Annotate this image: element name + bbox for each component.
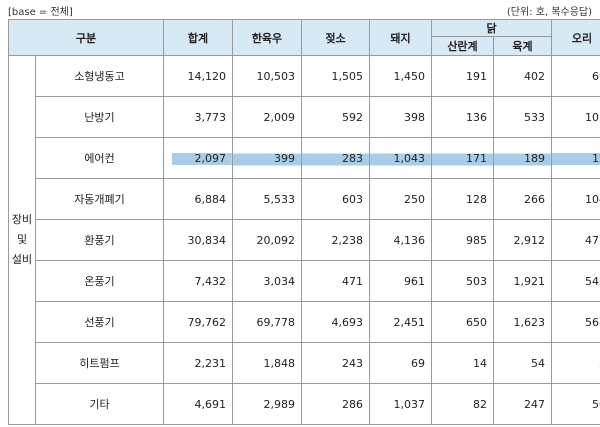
group-label-line: 및: [16, 233, 28, 246]
table-cell: 69: [551, 55, 600, 97]
table-cell: 961: [369, 260, 432, 302]
table-cell: 2,451: [369, 301, 432, 343]
table-cell: 105: [551, 96, 600, 138]
table-cell: 20,092: [232, 219, 302, 261]
header-category: 구분: [8, 19, 164, 56]
row-label: 히트펌프: [35, 342, 164, 384]
table-cell: 4,691: [163, 383, 233, 425]
table-cell: 189: [493, 137, 552, 179]
table-cell: 985: [431, 219, 494, 261]
header-hanwoo: 한육우: [232, 19, 302, 56]
table-cell: 14,120: [163, 55, 233, 97]
table-cell: 4,693: [301, 301, 370, 343]
base-label: [base = 전체]: [8, 7, 73, 18]
table-cell: 3,034: [232, 260, 302, 302]
table-cell: 50: [551, 383, 600, 425]
table-cell: 171: [431, 137, 494, 179]
table-cell: 10,503: [232, 55, 302, 97]
header-total: 합계: [163, 19, 233, 56]
table-cell: 266: [493, 178, 552, 220]
table-cell: 603: [301, 178, 370, 220]
table-cell: 191: [431, 55, 494, 97]
unit-label: (단위: 호, 복수응답): [506, 7, 592, 18]
group-label-line: 장비: [11, 213, 33, 226]
table-cell: 5,533: [232, 178, 302, 220]
header-duck: 오리: [551, 19, 600, 56]
table-cell: 2,912: [493, 219, 552, 261]
table-cell: 283: [301, 137, 370, 179]
table-cell: 69,778: [232, 301, 302, 343]
table-cell: 243: [301, 342, 370, 384]
table-cell: 69: [369, 342, 432, 384]
row-label: 온풍기: [35, 260, 164, 302]
table-cell: 1,848: [232, 342, 302, 384]
row-label: 소형냉동고: [35, 55, 164, 97]
table-cell: 2,097: [163, 137, 233, 179]
table-cell: 1,623: [493, 301, 552, 343]
row-label: 자동개폐기: [35, 178, 164, 220]
table-cell: 567: [551, 301, 600, 343]
table-cell: 2,989: [232, 383, 302, 425]
row-label: 에어컨: [35, 137, 164, 179]
table-cell: 3: [551, 342, 600, 384]
table-cell: 250: [369, 178, 432, 220]
row-label: 기타: [35, 383, 164, 425]
row-label: 난방기: [35, 96, 164, 138]
row-label: 환풍기: [35, 219, 164, 261]
table-cell: 14: [431, 342, 494, 384]
table-body: 장비및설비소형냉동고14,12010,5031,5051,45019140269…: [8, 55, 600, 425]
table-cell: 533: [493, 96, 552, 138]
table-cell: 286: [301, 383, 370, 425]
table-cell: 2,238: [301, 219, 370, 261]
table-cell: 2,009: [232, 96, 302, 138]
table-cell: 1,037: [369, 383, 432, 425]
table-cell: 4,136: [369, 219, 432, 261]
table-cell: 54: [493, 342, 552, 384]
table-caption-bar: [base = 전체] (단위: 호, 복수응답): [8, 3, 592, 19]
table-cell: 503: [431, 260, 494, 302]
table-cell: 30,834: [163, 219, 233, 261]
row-label: 선풍기: [35, 301, 164, 343]
header-chicken: 닭: [431, 19, 552, 37]
table-cell: 82: [431, 383, 494, 425]
table-cell: 1,043: [369, 137, 432, 179]
equipment-table: 구분 합계 한육우 젖소 돼지 닭 오리 산란계 육계 장비 및 설비 소형냉동고 14…: [8, 19, 600, 425]
table-cell: 104: [551, 178, 600, 220]
table-cell: 399: [232, 137, 302, 179]
table-cell: 402: [493, 55, 552, 97]
table-cell: 471: [301, 260, 370, 302]
header-layer: 산란계: [431, 36, 494, 56]
group-label-line: 설비: [11, 253, 33, 266]
table-cell: 136: [431, 96, 494, 138]
table-cell: 471: [551, 219, 600, 261]
table-cell: 1,921: [493, 260, 552, 302]
table-cell: 7,432: [163, 260, 233, 302]
table-cell: 12: [551, 137, 600, 179]
table-cell: 542: [551, 260, 600, 302]
table-cell: 398: [369, 96, 432, 138]
table-cell: 6,884: [163, 178, 233, 220]
table-cell: 128: [431, 178, 494, 220]
table-cell: 650: [431, 301, 494, 343]
table-cell: 79,762: [163, 301, 233, 343]
table-cell: 592: [301, 96, 370, 138]
header-dairy: 젖소: [301, 19, 370, 56]
header-pig: 돼지: [369, 19, 432, 56]
table-cell: 1,450: [369, 55, 432, 97]
table-cell: 247: [493, 383, 552, 425]
header-broiler: 육계: [493, 36, 552, 56]
table-cell: 3,773: [163, 96, 233, 138]
table-cell: 1,505: [301, 55, 370, 97]
table-cell: 2,231: [163, 342, 233, 384]
